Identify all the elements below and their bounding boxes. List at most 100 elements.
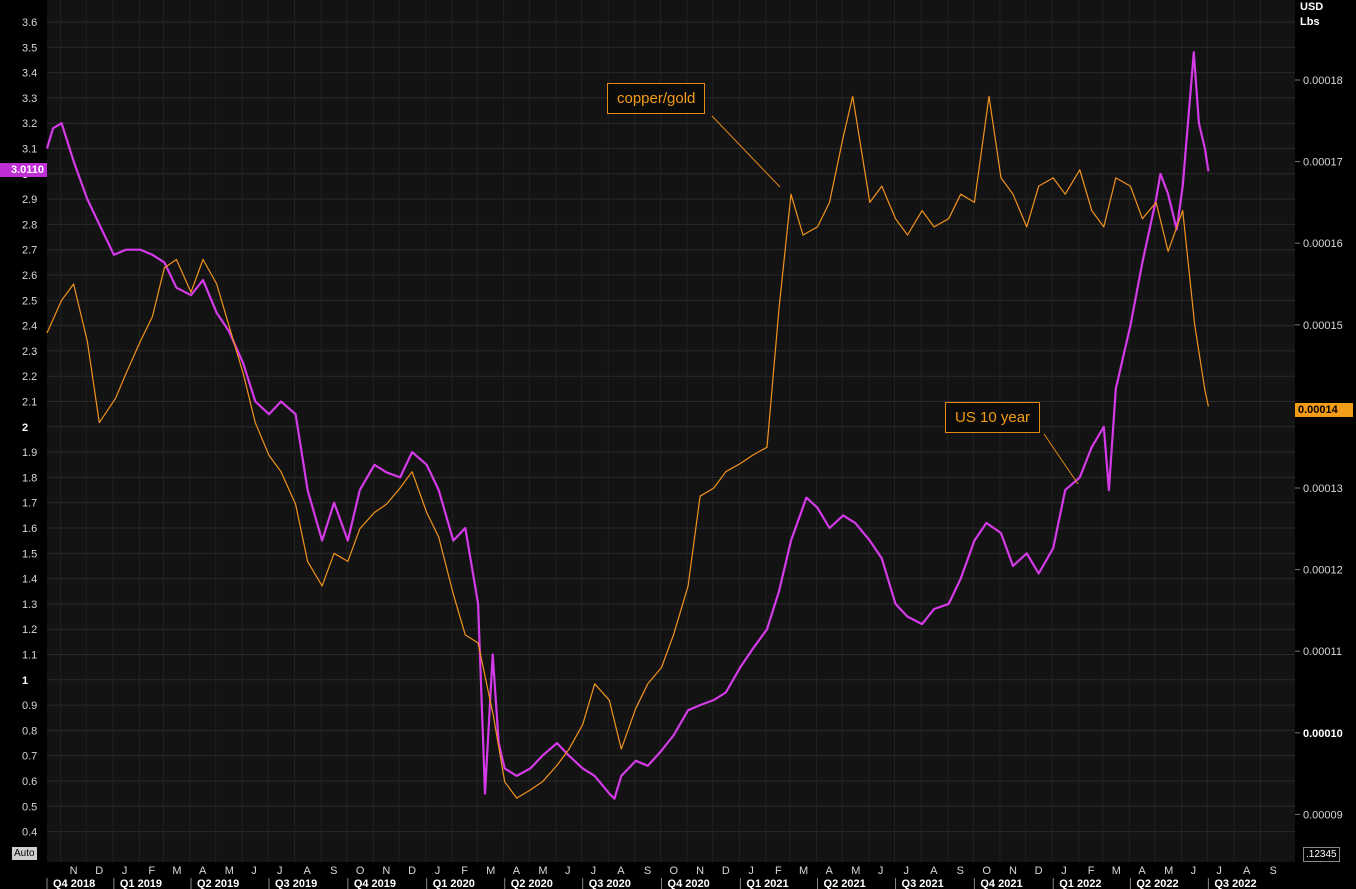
x-quarter-label: Q4 2019 [354, 878, 396, 889]
right-axis-unit-lbs: Lbs [1300, 16, 1320, 28]
right-axis-tick: 0.00015 [1303, 320, 1343, 332]
x-month-tick: D [408, 865, 416, 877]
copper-gold-last-value-badge: 0.00014 [1295, 403, 1353, 417]
x-month-tick: F [775, 865, 782, 877]
left-axis-tick: 1.2 [22, 624, 37, 636]
x-month-tick: A [826, 865, 834, 877]
us10-last-value-badge: 3.0110 [0, 163, 47, 177]
x-month-tick: J [1061, 865, 1067, 877]
left-axis-tick: 1 [22, 675, 28, 687]
us10-callout-line [1043, 433, 1079, 485]
left-axis-tick: 2.2 [22, 371, 37, 383]
x-month-tick: O [356, 865, 365, 877]
left-axis-tick: 2.8 [22, 219, 37, 231]
x-month-tick: F [1088, 865, 1095, 877]
x-quarter-label: Q2 2022 [1136, 878, 1178, 889]
left-axis-tick: 1.4 [22, 574, 37, 586]
left-axis-tick: 3.2 [22, 118, 37, 130]
x-month-tick: D [722, 865, 730, 877]
x-month-tick: J [435, 865, 441, 877]
left-axis-tick: 1.9 [22, 447, 37, 459]
x-quarter-label: Q1 2020 [433, 878, 475, 889]
x-quarter-label: Q1 2022 [1059, 878, 1101, 889]
x-month-tick: J [1216, 865, 1222, 877]
right-axis-tick: 0.00016 [1303, 238, 1343, 250]
x-quarter-label: Q1 2021 [746, 878, 788, 889]
right-axis-unit-usd: USD [1300, 1, 1323, 13]
x-month-tick: N [382, 865, 390, 877]
left-axis-tick: 3.1 [22, 144, 37, 156]
x-month-tick: S [330, 865, 337, 877]
x-quarter-label: Q1 2019 [120, 878, 162, 889]
left-axis-tick: 2.9 [22, 194, 37, 206]
x-quarter-label: Q2 2021 [824, 878, 866, 889]
x-month-tick: F [461, 865, 468, 877]
x-month-tick: J [565, 865, 571, 877]
x-month-tick: M [225, 865, 234, 877]
x-month-tick: F [148, 865, 155, 877]
left-axis-tick: 3.3 [22, 93, 37, 105]
left-axis-tick: 0.8 [22, 725, 37, 737]
copper-gold-annotation: copper/gold [607, 83, 706, 114]
decimal-precision-button[interactable]: .12345 [1303, 847, 1340, 862]
x-quarter-label: Q2 2019 [197, 878, 239, 889]
right-axis-tick: 0.00010 [1303, 728, 1343, 740]
left-axis-tick: 2.3 [22, 346, 37, 358]
x-quarter-label: Q4 2018 [53, 878, 95, 889]
x-month-tick: S [1270, 865, 1277, 877]
left-axis-tick: 1.7 [22, 498, 37, 510]
left-axis-tick: 1.8 [22, 472, 37, 484]
right-axis-tick: 0.00013 [1303, 483, 1343, 495]
x-month-tick: A [1138, 865, 1146, 877]
left-axis-tick: 0.7 [22, 751, 37, 763]
right-axis-tick: 0.00018 [1303, 75, 1343, 87]
x-month-tick: A [304, 865, 312, 877]
x-month-tick: J [878, 865, 884, 877]
x-month-tick: A [513, 865, 521, 877]
x-month-tick: S [644, 865, 651, 877]
x-month-tick: J [277, 865, 283, 877]
x-quarter-label: Q2 2020 [511, 878, 553, 889]
left-axis-tick: 1.6 [22, 523, 37, 535]
left-axis-tick: 3.6 [22, 17, 37, 29]
left-axis-tick: 0.5 [22, 801, 37, 813]
right-axis-tick: 0.00011 [1303, 646, 1342, 658]
copper-gold-callout-line [711, 115, 781, 188]
left-axis-tick: 2 [22, 422, 28, 434]
x-month-tick: N [696, 865, 704, 877]
x-month-tick: M [799, 865, 808, 877]
right-axis-tick: 0.00009 [1303, 809, 1343, 821]
x-month-tick: J [591, 865, 597, 877]
x-month-tick: A [199, 865, 207, 877]
x-month-tick: J [251, 865, 257, 877]
x-quarter-label: Q4 2020 [668, 878, 710, 889]
left-axis-tick: 3.4 [22, 68, 37, 80]
x-quarter-label: Q3 2019 [275, 878, 317, 889]
left-axis-tick: 0.4 [22, 827, 37, 839]
left-axis-tick: 2.4 [22, 321, 37, 333]
left-axis-tick: 2.6 [22, 270, 37, 282]
auto-scale-button[interactable]: Auto [12, 847, 37, 860]
x-month-tick: M [486, 865, 495, 877]
left-axis-tick: 1.3 [22, 599, 37, 611]
x-quarter-label: Q3 2020 [589, 878, 631, 889]
us10-series-line [45, 51, 1210, 800]
x-month-tick: J [904, 865, 910, 877]
x-month-tick: J [122, 865, 128, 877]
x-month-tick: A [617, 865, 625, 877]
x-month-tick: M [851, 865, 860, 877]
x-quarter-label: Q3 2022 [1214, 878, 1256, 889]
x-month-tick: N [1009, 865, 1017, 877]
x-month-tick: M [1164, 865, 1173, 877]
x-month-tick: M [538, 865, 547, 877]
right-axis-tick: 0.00017 [1303, 157, 1343, 169]
left-axis-tick: 1.5 [22, 548, 37, 560]
x-month-tick: D [95, 865, 103, 877]
x-quarter-label: Q4 2021 [980, 878, 1022, 889]
us10-annotation: US 10 year [945, 402, 1041, 433]
x-month-tick: N [70, 865, 78, 877]
x-month-tick: A [1243, 865, 1251, 877]
left-axis-tick: 2.7 [22, 245, 37, 257]
x-month-tick: O [670, 865, 679, 877]
